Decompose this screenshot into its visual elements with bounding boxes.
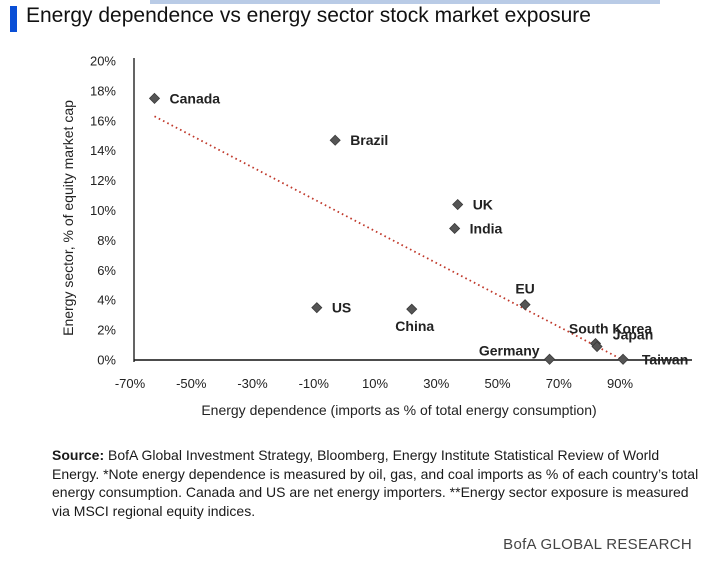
point-label-us: US <box>332 300 351 316</box>
x-tick-label: 70% <box>546 376 572 391</box>
source-label: Source: <box>52 447 105 463</box>
title-accent-bar <box>10 6 17 32</box>
data-points: Canada Brazil UK India EU US China South KoreaJ… <box>148 90 688 367</box>
source-text: BofA Global Investment Strategy, Bloombe… <box>52 447 699 519</box>
y-tick-label: 20% <box>90 54 116 69</box>
x-tick-label: -30% <box>237 376 268 391</box>
x-tick-label: 50% <box>484 376 510 391</box>
x-tick-label: -10% <box>299 376 330 391</box>
y-tick-label: 16% <box>90 113 116 128</box>
x-tick-label: 30% <box>423 376 449 391</box>
x-tick-label: -50% <box>176 376 207 391</box>
x-tick-label: 90% <box>607 376 633 391</box>
y-tick-label: 10% <box>90 203 116 218</box>
x-axis-label: Energy dependence (imports as % of total… <box>201 402 596 418</box>
point-marker-germany <box>543 353 556 365</box>
point-marker-brazil <box>329 134 341 146</box>
y-tick-label: 6% <box>97 263 116 278</box>
y-tick-label: 14% <box>90 143 116 158</box>
point-label-japan: Japan <box>613 327 653 343</box>
y-tick-label: 2% <box>97 323 116 338</box>
point-label-uk: UK <box>473 197 493 213</box>
point-marker-india <box>449 222 461 235</box>
point-marker-taiwan <box>617 353 629 365</box>
point-label-south-korea: South Korea <box>569 321 652 337</box>
y-tick-label: 12% <box>90 173 116 188</box>
point-marker-japan <box>591 340 603 353</box>
x-tick-label: 10% <box>362 376 388 391</box>
x-tick-label: -70% <box>115 376 146 391</box>
x-tick-labels: -70% -50% -30% -10% 10% 30% 50% 70% 90% <box>115 376 634 391</box>
scatter-chart: 0% 2% 4% 6% 8% 10% 12% 14% 16% 18% 20% -70% -50% -30… <box>60 54 692 418</box>
y-tick-label: 18% <box>90 83 116 98</box>
point-marker-eu <box>519 299 531 311</box>
y-tick-labels: 0% 2% 4% 6% 8% 10% 12% 14% 16% 18% 20% <box>90 54 116 368</box>
point-label-china: China <box>395 318 434 334</box>
point-label-india: India <box>470 220 503 236</box>
point-label-brazil: Brazil <box>350 132 388 148</box>
y-tick-label: 0% <box>97 353 116 368</box>
point-label-germany: Germany <box>479 342 540 358</box>
top-strip <box>150 0 660 4</box>
y-axis-label: Energy sector, % of equity market cap <box>60 100 76 336</box>
point-marker-china <box>406 303 418 315</box>
y-tick-label: 8% <box>97 233 116 248</box>
point-marker-uk <box>452 198 464 211</box>
source-note: Source: BofA Global Investment Strategy,… <box>52 446 702 520</box>
chart-title: Energy dependence vs energy sector stock… <box>26 4 591 27</box>
point-marker-us <box>311 302 323 314</box>
point-label-taiwan: Taiwan <box>642 351 688 367</box>
brand-footer: BofA GLOBAL RESEARCH <box>503 536 692 553</box>
trendline <box>154 115 621 360</box>
y-tick-label: 4% <box>97 293 116 308</box>
point-label-canada: Canada <box>170 90 221 106</box>
point-marker-canada <box>148 92 161 104</box>
point-label-eu: EU <box>515 281 534 297</box>
